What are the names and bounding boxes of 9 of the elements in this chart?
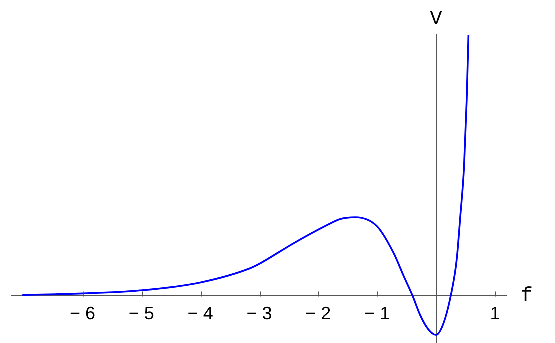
x-axis-title: f <box>521 285 534 308</box>
x-tick-label: 1 <box>490 304 500 324</box>
x-tick-label: − 4 <box>188 304 214 324</box>
x-tick-label: − 3 <box>246 304 272 324</box>
x-tick-label: − 1 <box>364 304 390 324</box>
x-tick-label: − 2 <box>306 304 332 324</box>
x-tick-label: − 5 <box>128 304 154 324</box>
y-axis-title: V <box>430 8 442 32</box>
x-tick-label: − 6 <box>70 304 96 324</box>
